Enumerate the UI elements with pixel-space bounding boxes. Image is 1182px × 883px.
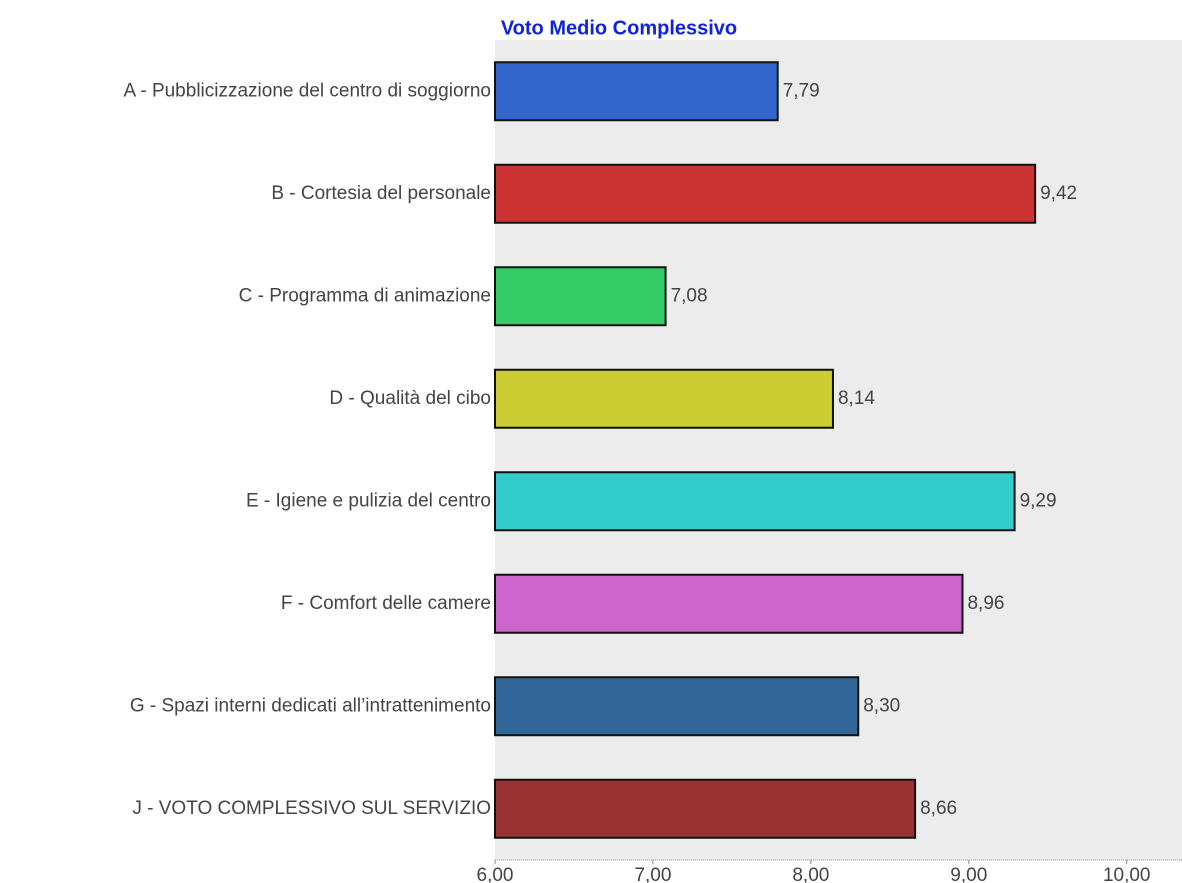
value-label: 7,79 [783,80,820,101]
y-tick-label: D - Qualità del cibo [329,388,491,409]
y-tick-label: G - Spazi interni dedicati all’intratten… [130,695,491,716]
x-tick-label: 8,00 [792,865,829,883]
bar [494,573,964,634]
value-label: 8,66 [920,798,957,819]
bar [494,61,779,122]
x-tick-label: 7,00 [634,865,671,883]
value-label: 8,14 [838,388,875,409]
value-label: 9,42 [1040,183,1077,204]
value-label: 7,08 [671,285,708,306]
y-tick-label: A - Pubblicizzazione del centro di soggi… [123,80,491,101]
y-tick-label: E - Igiene e pulizia del centro [246,490,491,511]
bar [494,676,860,737]
plot-background [495,40,1182,860]
y-tick-label: J - VOTO COMPLESSIVO SUL SERVIZIO [132,798,491,819]
bar [494,266,667,327]
x-tick-label: 9,00 [950,865,987,883]
chart-title: Voto Medio Complessivo [501,17,737,39]
y-tick-label: F - Comfort delle camere [281,593,491,614]
bar [494,471,1016,532]
bar [494,163,1037,224]
x-tick-label: 10,00 [1103,865,1151,883]
x-tick-label: 6,00 [477,865,514,883]
bar [494,368,834,429]
y-tick-label: C - Programma di animazione [239,285,491,306]
value-label: 9,29 [1020,490,1057,511]
value-label: 8,96 [967,593,1004,614]
y-tick-label: B - Cortesia del personale [271,183,491,204]
value-label: 8,30 [863,695,900,716]
bar [494,778,917,839]
